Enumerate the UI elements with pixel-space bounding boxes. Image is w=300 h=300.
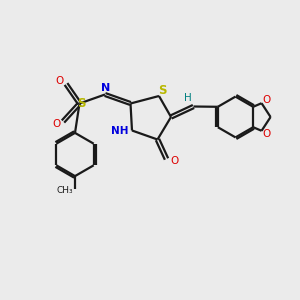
Text: S: S [77,97,85,110]
Text: O: O [171,155,179,166]
Text: H: H [184,93,192,103]
Text: O: O [55,76,64,86]
Text: O: O [263,129,271,139]
Text: CH₃: CH₃ [56,186,73,195]
Text: O: O [263,95,271,105]
Text: S: S [158,83,166,97]
Text: NH: NH [111,125,129,136]
Text: O: O [52,119,61,130]
Text: N: N [101,83,110,93]
